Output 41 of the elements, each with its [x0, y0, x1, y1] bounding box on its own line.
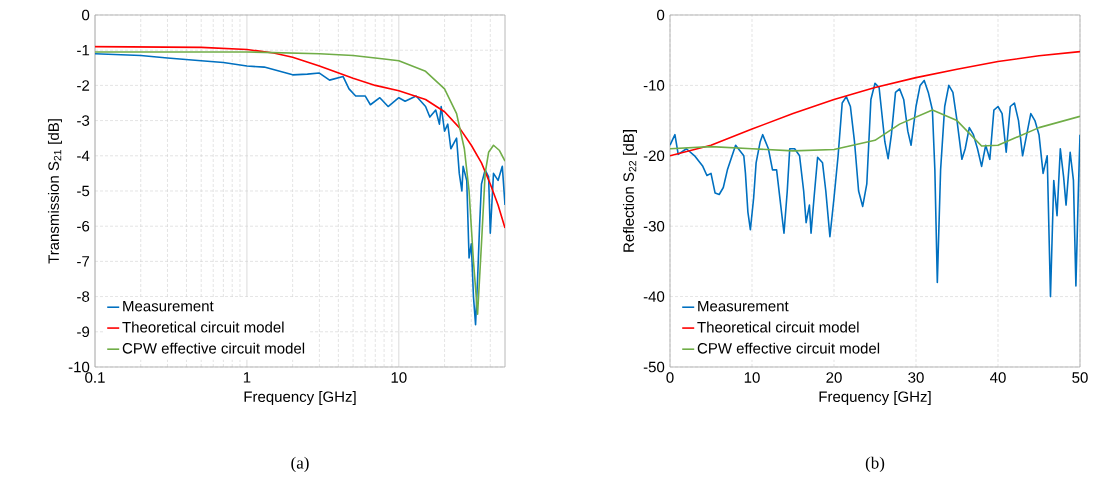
y-tick-label: -10 — [643, 80, 665, 91]
y-tick-label: 0 — [82, 9, 90, 21]
line-series — [670, 109, 1080, 152]
legend-label: Theoretical circuit model — [122, 321, 284, 333]
text: (b) — [865, 456, 885, 473]
y-axis-title: Reflection S$_{22}$ [dB] — [622, 130, 637, 252]
legend-label: Theoretical circuit model — [697, 321, 859, 333]
y-tick-label: -2 — [77, 80, 90, 91]
legend-label: Measurement — [123, 300, 214, 312]
y-tick-label: -9 — [77, 326, 90, 338]
y-tick-label: -3 — [77, 115, 90, 126]
x-tick-label: 10 — [391, 372, 407, 383]
x-axis-title: Frequency [GHz] — [244, 391, 356, 405]
legend-label: CPW effective circuit model — [697, 342, 880, 354]
line-series — [670, 50, 1080, 157]
y-tick-label: -6 — [77, 220, 90, 232]
y-tick-label: 0 — [657, 9, 665, 21]
legend-label: CPW effective circuit model — [122, 342, 305, 354]
y-tick-label: -7 — [77, 256, 90, 267]
x-tick-label: 50 — [1072, 372, 1088, 383]
x-tick-label: 0 — [666, 372, 674, 383]
x-tick-label: 0.1 — [85, 372, 105, 383]
y-tick-label: -8 — [77, 291, 90, 302]
y-tick-label: -5 — [77, 185, 90, 197]
x-tick-label: 30 — [908, 372, 924, 383]
x-tick-label: 1 — [243, 372, 251, 383]
y-tick-label: -10 — [68, 361, 90, 373]
x-tick-label: 10 — [744, 372, 760, 383]
x-tick-label: 20 — [826, 372, 842, 383]
x-tick-label: 40 — [990, 372, 1006, 383]
y-tick-label: -1 — [77, 45, 90, 56]
y-tick-label: -50 — [643, 361, 665, 373]
y-tick-label: -4 — [77, 150, 90, 161]
line-series — [670, 79, 1080, 298]
y-tick-label: -30 — [643, 220, 665, 232]
y-tick-label: -20 — [643, 150, 665, 162]
y-tick-label: -40 — [643, 291, 665, 302]
legend-label: Measurement — [698, 300, 789, 312]
text: (a) — [291, 456, 309, 473]
x-axis-title: Frequency [GHz] — [819, 391, 931, 405]
y-axis-title: Transmission S$_{21}$ [dB] — [47, 119, 62, 264]
